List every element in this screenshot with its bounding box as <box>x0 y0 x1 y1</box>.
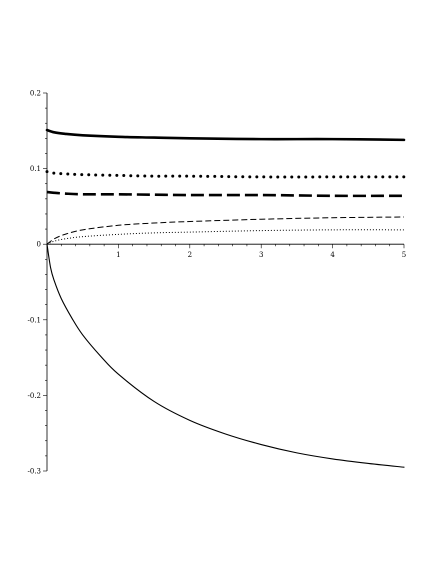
series-line-thick-dotted <box>45 170 406 179</box>
y-tick-label: -0.2 <box>28 392 42 400</box>
x-tick-label: 2 <box>188 251 192 259</box>
y-tick-label: 0.1 <box>30 165 41 173</box>
series-line-thick-dashed <box>46 190 405 198</box>
series-line-thin-dashed <box>46 216 405 245</box>
y-tick-label: -0.3 <box>28 468 42 476</box>
series-layer <box>45 128 406 468</box>
series-line-thick-solid <box>45 128 406 142</box>
x-tick-label: 5 <box>402 251 406 259</box>
series-line-thin-dotted <box>46 229 405 245</box>
axes: 1 2 3 4 5 0.2 0.1 0 -0.1 -0.2 -0.3 <box>28 90 407 476</box>
x-tick-label: 4 <box>330 251 335 259</box>
y-tick-label: 0 <box>37 241 41 249</box>
series-line-thin-solid <box>46 243 405 468</box>
y-tick-label: -0.1 <box>28 316 42 324</box>
y-tick-label: 0.2 <box>30 90 41 98</box>
x-tick-label: 1 <box>116 251 120 259</box>
x-tick-label: 3 <box>259 251 263 259</box>
